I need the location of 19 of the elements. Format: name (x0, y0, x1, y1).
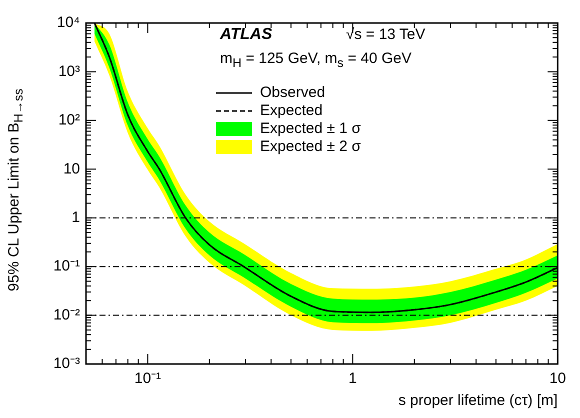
y-tick-label: 10² (58, 112, 80, 129)
y-tick-label: 10 (63, 160, 80, 178)
x-tick-label: 10⁻¹ (134, 370, 162, 388)
annotation: ATLAS (220, 26, 272, 44)
y-tick-label: 10³ (58, 62, 80, 80)
x-axis-title: s proper lifetime (cτ) [m] (398, 392, 558, 410)
x-tick-label: 1 (348, 370, 357, 388)
y-tick-label: 10⁻² (53, 306, 80, 324)
y-tick-label: 1 (72, 209, 80, 226)
legend-label: Expected ± 1 σ (260, 120, 361, 138)
legend-label: Observed (260, 84, 326, 102)
y-tick-label: 10⁴ (56, 14, 80, 32)
x-tick-label: 10 (549, 370, 566, 388)
legend-label: Expected (260, 102, 323, 120)
legend-label: Expected ± 2 σ (260, 138, 361, 156)
annotation: √s = 13 TeV (346, 26, 426, 43)
annotation: m$_{H}$ = 125 GeV, m$_{s}$ = 40 GeV (220, 50, 412, 70)
y-tick-label: 10⁻³ (53, 355, 80, 372)
y-tick-label: 10⁻¹ (53, 258, 80, 275)
